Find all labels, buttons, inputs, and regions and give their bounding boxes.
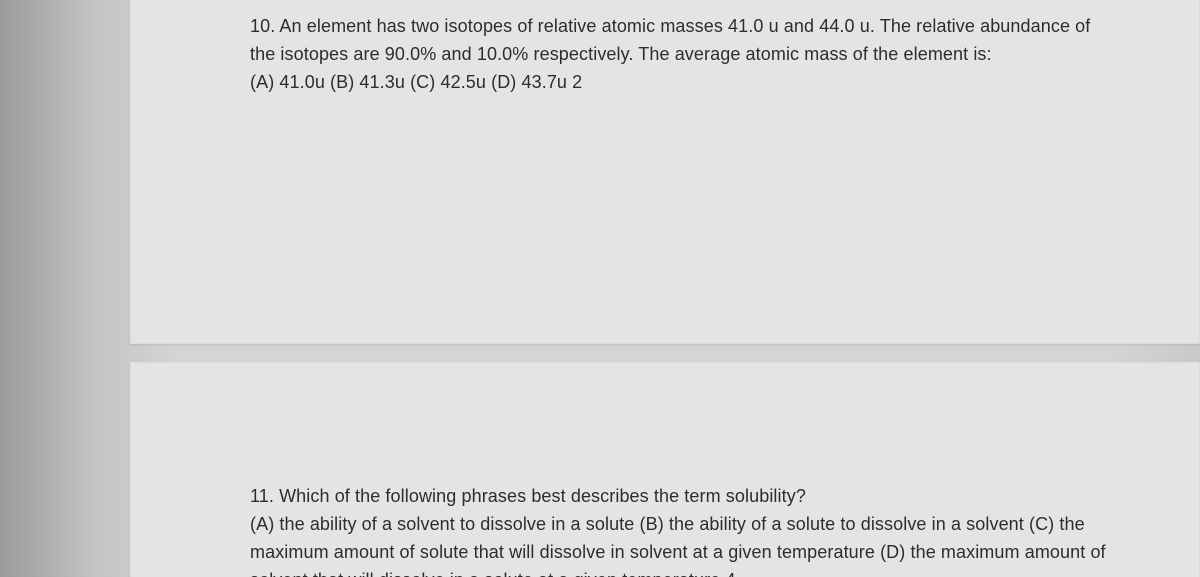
page-background: 10. An element has two isotopes of relat…: [0, 0, 1200, 577]
question-text: 10. An element has two isotopes of relat…: [250, 12, 1110, 96]
question-stem: 11. Which of the following phrases best …: [250, 486, 806, 506]
question-card-11: 11. Which of the following phrases best …: [130, 362, 1200, 577]
question-text: 11. Which of the following phrases best …: [250, 482, 1110, 577]
question-card-10: 10. An element has two isotopes of relat…: [130, 0, 1200, 344]
question-stem: 10. An element has two isotopes of relat…: [250, 16, 1090, 64]
question-options: (A) 41.0u (B) 41.3u (C) 42.5u (D) 43.7u …: [250, 72, 582, 92]
question-options: (A) the ability of a solvent to dissolve…: [250, 514, 1106, 577]
